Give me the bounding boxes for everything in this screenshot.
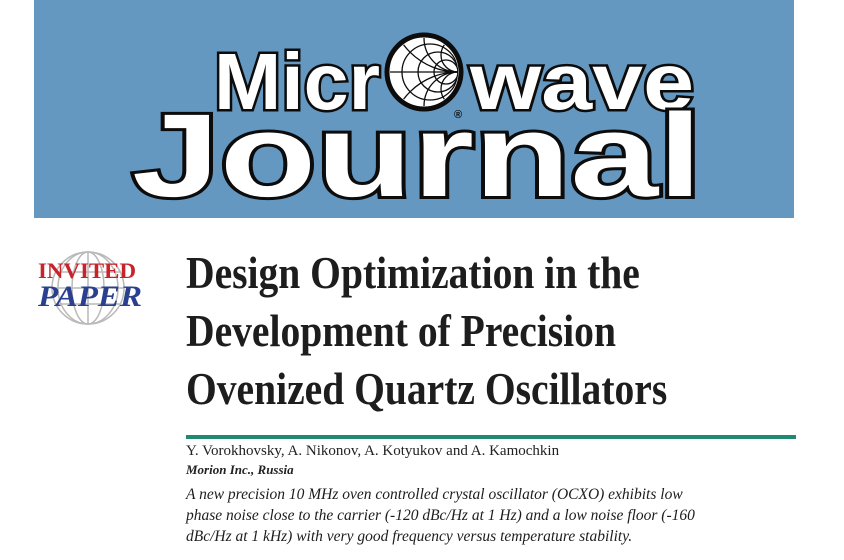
abstract: A new precision 10 MHz oven controlled c… bbox=[186, 484, 806, 547]
registered-mark: ® bbox=[454, 109, 462, 121]
article-title: Design Optimization in the Development o… bbox=[186, 244, 736, 418]
badge-paper-text: PAPER bbox=[37, 280, 142, 313]
masthead-banner: Micr wave ® Journal bbox=[34, 0, 794, 218]
authors: Y. Vorokhovsky, A. Nikonov, A. Kotyukov … bbox=[186, 443, 560, 459]
abstract-line: dBc/Hz at 1 kHz) with very good frequenc… bbox=[186, 528, 633, 545]
badge-invited-text: INVITED bbox=[38, 258, 136, 283]
title-line: Design Optimization in the bbox=[186, 247, 640, 298]
abstract-line: phase noise close to the carrier (-120 d… bbox=[186, 507, 695, 524]
masthead-wave: wave bbox=[469, 37, 694, 126]
masthead-logo: Micr wave ® Journal bbox=[129, 32, 705, 218]
invited-paper-badge: INVITED PAPER bbox=[26, 244, 150, 328]
title-line: Ovenized Quartz Oscillators bbox=[186, 363, 668, 414]
affiliation: Morion Inc., Russia bbox=[186, 462, 294, 477]
title-line: Development of Precision bbox=[186, 305, 616, 356]
globe-icon bbox=[51, 251, 125, 325]
masthead-micr: Micr bbox=[214, 37, 380, 126]
smith-chart-icon bbox=[384, 32, 464, 112]
title-divider bbox=[186, 435, 796, 439]
abstract-line: A new precision 10 MHz oven controlled c… bbox=[186, 486, 683, 503]
